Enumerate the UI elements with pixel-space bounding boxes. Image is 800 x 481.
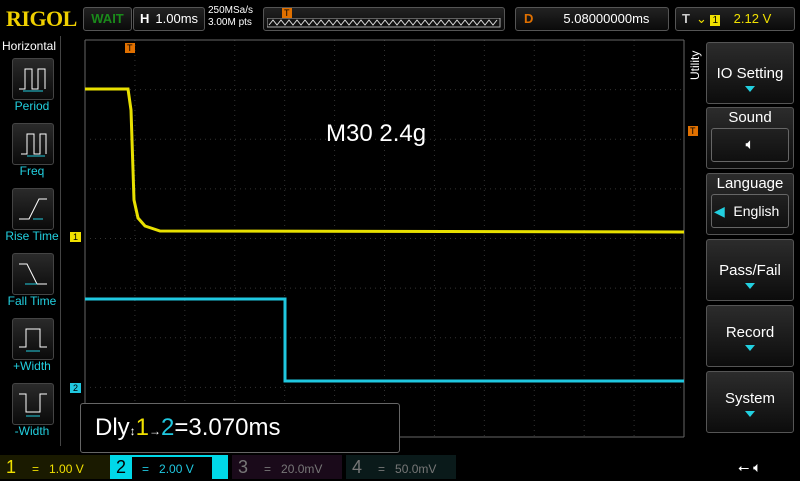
frequency-icon bbox=[21, 133, 47, 157]
trigger-display[interactable]: T ⌄ 1 2.12 V bbox=[675, 7, 795, 31]
channel-number: 1 bbox=[6, 457, 17, 477]
channel-scale: 2.00 V bbox=[159, 462, 194, 476]
coupling-icon: = bbox=[378, 462, 386, 476]
pass-fail-button[interactable]: Pass/Fail bbox=[706, 239, 794, 301]
rigol-logo: RIGOL bbox=[6, 6, 77, 31]
chevron-down-icon bbox=[745, 345, 755, 351]
delay-value: 5.08000000ms bbox=[563, 11, 650, 26]
status-icons: ⭠ 🔈︎ bbox=[738, 455, 762, 479]
positive-width-button[interactable] bbox=[12, 318, 54, 360]
trigger-level-marker[interactable]: T bbox=[688, 126, 698, 136]
rise-time-button[interactable] bbox=[12, 188, 54, 230]
record-label: Record bbox=[725, 324, 775, 341]
negative-width-icon bbox=[19, 393, 47, 417]
system-label: System bbox=[724, 390, 775, 407]
sound-button[interactable]: Sound 🔈︎ bbox=[706, 107, 794, 169]
measurement-box: Dly↕1→2=3.070ms bbox=[80, 403, 400, 453]
measurement-type: Dly bbox=[95, 414, 130, 441]
trigger-edge-icon: ⌄ bbox=[695, 11, 707, 26]
record-button[interactable]: Record bbox=[706, 305, 794, 367]
graticule bbox=[84, 39, 685, 438]
chevron-down-icon bbox=[745, 411, 755, 417]
memory-depth: 3.00M pts bbox=[208, 17, 252, 28]
channel-1-tab[interactable]: 1 = 1.00 V bbox=[0, 455, 110, 479]
delay-label: D bbox=[524, 11, 534, 26]
run-status[interactable]: WAIT bbox=[83, 7, 132, 31]
overview-waveform bbox=[267, 18, 501, 28]
io-setting-button[interactable]: IO Setting bbox=[706, 42, 794, 104]
acquisition-info: 250MSa/s 3.00M pts bbox=[208, 5, 253, 29]
pass-fail-label: Pass/Fail bbox=[719, 262, 781, 279]
channel-2-marker[interactable]: 2 bbox=[70, 383, 82, 393]
chevron-down-icon bbox=[745, 86, 755, 92]
period-button[interactable] bbox=[12, 58, 54, 100]
rise-time-label: Rise Time bbox=[5, 229, 59, 243]
usb-icon: ⭠ bbox=[738, 459, 750, 475]
channel-4-tab[interactable]: 4 = 50.0mV bbox=[346, 455, 456, 479]
horizontal-menu: Horizontal Period Freq Rise Time Fall Ti… bbox=[0, 36, 61, 446]
screen-annotation: M30 2.4g bbox=[326, 120, 427, 147]
speaker-muted-icon: 🔈︎ bbox=[753, 459, 762, 475]
menu-title: Horizontal bbox=[2, 39, 57, 53]
sample-rate: 250MSa/s bbox=[208, 5, 254, 16]
language-label: Language bbox=[716, 175, 784, 192]
channel-scale: 20.0mV bbox=[281, 462, 323, 476]
language-value: ◀ English bbox=[711, 194, 789, 228]
timebase-display[interactable]: H 1.00ms bbox=[133, 7, 205, 31]
channel-2-trace bbox=[85, 297, 684, 383]
fall-time-button[interactable] bbox=[12, 253, 54, 295]
channel-number: 2 bbox=[116, 457, 127, 477]
language-button[interactable]: Language ◀ English bbox=[706, 173, 794, 235]
delay-display[interactable]: D 5.08000000ms bbox=[515, 7, 669, 31]
chevron-left-icon: ◀ bbox=[714, 203, 725, 219]
chevron-down-icon bbox=[745, 283, 755, 289]
period-label: Period bbox=[14, 99, 50, 113]
negative-width-label: -Width bbox=[14, 424, 50, 438]
channel-scale: 50.0mV bbox=[395, 462, 437, 476]
positive-width-icon bbox=[19, 328, 47, 352]
channel-number: 4 bbox=[352, 457, 363, 477]
channel-1-trace bbox=[85, 87, 685, 234]
trigger-source: 1 bbox=[710, 15, 721, 26]
channel-scale: 1.00 V bbox=[49, 462, 84, 476]
coupling-icon: = bbox=[264, 462, 272, 476]
timebase-label: H bbox=[140, 11, 150, 26]
language-value-text: English bbox=[733, 203, 780, 219]
coupling-icon: = bbox=[32, 462, 40, 476]
trigger-level: 2.12 V bbox=[733, 11, 772, 26]
fall-time-icon bbox=[19, 263, 47, 285]
trigger-label: T bbox=[682, 11, 690, 26]
waveform-overview[interactable]: T bbox=[263, 7, 505, 31]
freq-label: Freq bbox=[19, 164, 45, 178]
channel-number: 3 bbox=[238, 457, 249, 477]
trigger-position-marker: T bbox=[282, 8, 292, 18]
io-setting-label: IO Setting bbox=[716, 65, 784, 82]
sound-label: Sound bbox=[728, 109, 772, 126]
trigger-position-marker-main[interactable]: T bbox=[125, 43, 135, 53]
measurement-source-1: 1 bbox=[135, 414, 150, 441]
coupling-icon: = bbox=[142, 462, 150, 476]
channel-3-tab[interactable]: 3 = 20.0mV bbox=[232, 455, 342, 479]
timebase-value: 1.00ms bbox=[155, 11, 199, 26]
system-button[interactable]: System bbox=[706, 371, 794, 433]
fall-time-label: Fall Time bbox=[7, 294, 57, 308]
rise-time-icon bbox=[19, 198, 47, 220]
channel-2-tab[interactable]: 2 = 2.00 V bbox=[110, 455, 228, 481]
negative-width-button[interactable] bbox=[12, 383, 54, 425]
period-icon bbox=[19, 68, 46, 92]
channel-1-marker[interactable]: 1 bbox=[70, 232, 82, 242]
freq-button[interactable] bbox=[12, 123, 54, 165]
speaker-muted-icon: 🔈︎ bbox=[711, 128, 789, 162]
utility-menu-title: Utility bbox=[688, 50, 702, 80]
measurement-value: =3.070ms bbox=[174, 414, 281, 441]
positive-width-label: +Width bbox=[13, 359, 51, 373]
measurement-source-2: 2 bbox=[161, 414, 175, 441]
